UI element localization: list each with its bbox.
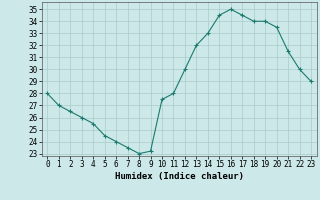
X-axis label: Humidex (Indice chaleur): Humidex (Indice chaleur) [115,172,244,181]
